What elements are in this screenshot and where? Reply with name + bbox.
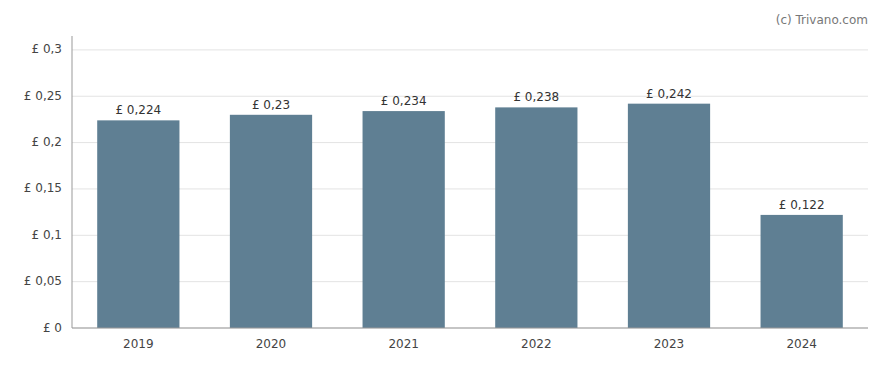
grid-line xyxy=(72,235,868,236)
x-axis-line xyxy=(72,328,868,329)
data-labels: £ 0,224 £ 0,23 £ 0,234 £ 0,238 £ 0,242 £ 0,12… xyxy=(115,87,824,212)
data-label: £ 0,238 xyxy=(513,90,559,104)
y-axis-line xyxy=(72,36,73,328)
y-tick-label: £ 0,2 xyxy=(31,135,62,149)
y-tick-label: £ 0,25 xyxy=(24,89,62,103)
bar xyxy=(761,215,843,328)
y-tick-label: £ 0 xyxy=(43,321,62,335)
x-tick-label: 2020 xyxy=(256,337,287,351)
bars xyxy=(97,104,843,328)
data-label: £ 0,23 xyxy=(252,98,290,112)
grid-line xyxy=(72,281,868,282)
data-label: £ 0,234 xyxy=(381,94,427,108)
x-tick-label: 2024 xyxy=(786,337,817,351)
y-tick-label: £ 0,05 xyxy=(24,274,62,288)
y-tick-label: £ 0,1 xyxy=(31,228,62,242)
grid-line xyxy=(72,328,868,329)
x-tick-label: 2019 xyxy=(123,337,154,351)
data-label: £ 0,242 xyxy=(646,87,692,101)
chart-container: £ 0 £ 0,05 £ 0,1 £ 0,15 £ 0,2 £ 0,25 £ 0,3 £ 0,… xyxy=(0,0,888,370)
bar xyxy=(363,111,445,328)
y-tick-label: £ 0,3 xyxy=(31,42,62,56)
data-label: £ 0,122 xyxy=(779,198,825,212)
grid-line xyxy=(72,96,868,97)
grid-line xyxy=(72,188,868,189)
bar xyxy=(97,120,179,328)
x-tick-labels: 2019 2020 2021 2022 2023 2024 xyxy=(123,337,817,351)
data-label: £ 0,224 xyxy=(115,103,161,117)
bar xyxy=(495,107,577,328)
chart-svg: £ 0 £ 0,05 £ 0,1 £ 0,15 £ 0,2 £ 0,25 £ 0,3 £ 0,… xyxy=(0,0,888,370)
grid-line xyxy=(72,142,868,143)
grid-line xyxy=(72,49,868,50)
y-tick-label: £ 0,15 xyxy=(24,181,62,195)
y-grid xyxy=(72,50,868,328)
x-tick-label: 2021 xyxy=(388,337,419,351)
y-tick-labels: £ 0 £ 0,05 £ 0,1 £ 0,15 £ 0,2 £ 0,25 £ 0,3 xyxy=(24,42,62,334)
bar xyxy=(230,115,312,328)
x-tick-label: 2023 xyxy=(654,337,685,351)
bar xyxy=(628,104,710,328)
watermark: (c) Trivano.com xyxy=(776,13,868,27)
x-tick-label: 2022 xyxy=(521,337,552,351)
